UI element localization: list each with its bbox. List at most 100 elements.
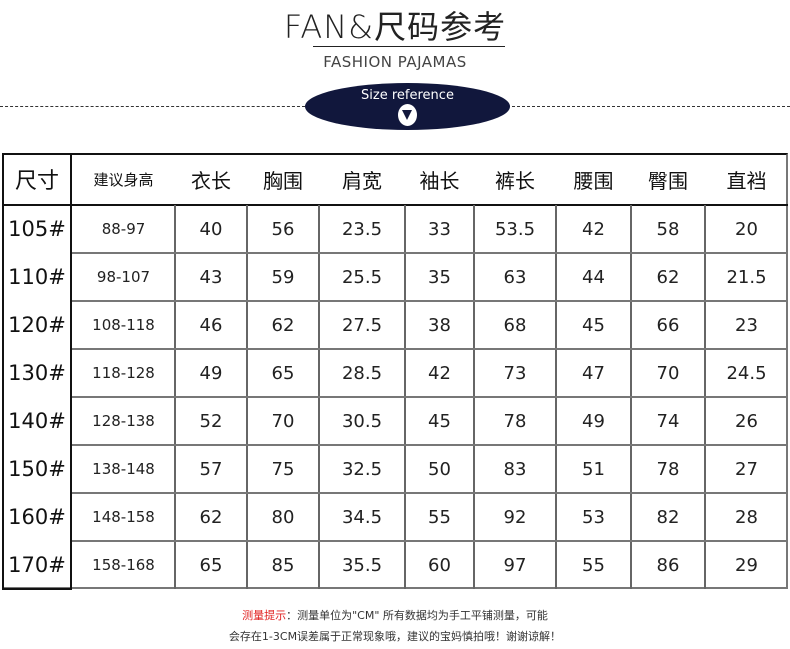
table-cell: 80 — [271, 506, 295, 528]
table-cell: 63 — [503, 266, 527, 288]
measurement-note-line2: 会存在1-3CM误差属于正常现象哦，建议的宝妈慎拍哦！谢谢谅解！ — [228, 630, 562, 643]
table-cell: 43 — [199, 266, 223, 288]
column-header: 衣长 — [191, 168, 231, 193]
size-label: 160# — [8, 505, 66, 529]
table-cell: 158-168 — [92, 556, 155, 574]
table-cell: 53 — [582, 506, 605, 528]
table-cell: 98-107 — [96, 268, 151, 286]
size-label: 140# — [8, 409, 66, 433]
table-cell: 65 — [199, 554, 223, 576]
table-cell: 70 — [271, 410, 295, 432]
table-cell: 86 — [656, 554, 680, 576]
row-divider — [72, 300, 788, 302]
column-header: 袖长 — [419, 168, 460, 193]
table-cell: 55 — [582, 554, 605, 576]
table-cell: 128-138 — [92, 412, 155, 430]
table-cell: 20 — [735, 218, 758, 240]
column-header: 尺寸 — [14, 169, 59, 194]
table-cell: 59 — [271, 266, 295, 288]
table-cell: 24.5 — [726, 362, 767, 384]
table-cell: 34.5 — [341, 506, 383, 528]
table-cell: 21.5 — [726, 266, 767, 288]
row-divider — [72, 540, 788, 542]
size-label: 110# — [8, 265, 66, 289]
size-label: 120# — [8, 313, 66, 337]
table-cell: 118-128 — [92, 364, 155, 382]
table-cell: 38 — [428, 314, 451, 336]
note-label: 测量提示 — [242, 609, 287, 622]
badge-label: Size reference — [361, 88, 454, 103]
table-cell: 88-97 — [101, 220, 146, 238]
table-cell: 52 — [199, 410, 223, 432]
table-cell: 23 — [735, 314, 758, 336]
size-column-box — [2, 153, 72, 590]
table-cell: 47 — [582, 362, 605, 384]
table-cell: 49 — [582, 410, 605, 432]
column-header: 建议身高 — [93, 170, 154, 189]
table-cell: 42 — [582, 218, 605, 240]
size-label: 150# — [8, 457, 66, 481]
table-cell: 70 — [656, 362, 680, 384]
table-cell: 45 — [582, 314, 605, 336]
table-cell: 78 — [656, 458, 680, 480]
table-cell: 42 — [428, 362, 451, 384]
table-cell: 28 — [735, 506, 758, 528]
table-cell: 35.5 — [341, 554, 383, 576]
note-text-1: ：测量单位为"CM" 所有数据均为手工平铺测量，可能 — [286, 609, 548, 622]
row-divider — [72, 492, 788, 494]
table-cell: 57 — [199, 458, 223, 480]
table-cell: 68 — [503, 314, 527, 336]
table-cell: 65 — [271, 362, 295, 384]
dashed-divider-left — [0, 106, 305, 107]
header-divider — [2, 204, 788, 206]
table-cell: 97 — [503, 554, 527, 576]
table-cell: 27.5 — [341, 314, 383, 336]
page-title: FAN&尺码参考 — [283, 8, 507, 46]
size-label: 170# — [8, 553, 66, 577]
table-cell: 30.5 — [341, 410, 383, 432]
table-cell: 62 — [199, 506, 223, 528]
table-cell: 138-148 — [92, 460, 155, 478]
table-cell: 92 — [503, 506, 527, 528]
table-cell: 46 — [199, 314, 223, 336]
table-cell: 74 — [656, 410, 680, 432]
table-cell: 40 — [199, 218, 223, 240]
table-cell: 62 — [271, 314, 295, 336]
size-label: 130# — [8, 361, 66, 385]
page-subtitle: FASHION PAJAMAS — [323, 53, 467, 71]
table-cell: 85 — [271, 554, 295, 576]
table-frame — [2, 153, 788, 589]
table-cell: 56 — [271, 218, 295, 240]
table-cell: 49 — [199, 362, 223, 384]
table-cell: 29 — [735, 554, 758, 576]
table-cell: 35 — [428, 266, 451, 288]
table-cell: 33 — [428, 218, 451, 240]
table-cell: 78 — [503, 410, 527, 432]
table-cell: 73 — [503, 362, 527, 384]
table-cell: 27 — [735, 458, 758, 480]
table-cell: 83 — [503, 458, 527, 480]
table-cell: 44 — [582, 266, 605, 288]
row-divider — [72, 348, 788, 350]
table-cell: 62 — [656, 266, 680, 288]
table-cell: 75 — [271, 458, 295, 480]
table-cell: 26 — [735, 410, 758, 432]
column-header: 腰围 — [573, 168, 614, 193]
row-divider — [72, 444, 788, 446]
row-divider — [72, 396, 788, 398]
table-cell: 55 — [428, 506, 451, 528]
table-cell: 51 — [582, 458, 605, 480]
table-cell: 53.5 — [494, 218, 536, 240]
table-cell: 82 — [656, 506, 680, 528]
table-cell: 66 — [656, 314, 680, 336]
column-header: 臀围 — [648, 168, 688, 193]
size-label: 105# — [8, 217, 66, 241]
measurement-note-line1: 测量提示：测量单位为"CM" 所有数据均为手工平铺测量，可能 — [0, 607, 790, 623]
table-cell: 148-158 — [92, 508, 155, 526]
table-cell: 28.5 — [341, 362, 383, 384]
table-cell: 45 — [428, 410, 451, 432]
dashed-divider-right — [512, 106, 790, 107]
column-header: 直裆 — [726, 168, 767, 193]
table-cell: 58 — [656, 218, 680, 240]
size-reference-badge: Size reference — [305, 83, 510, 130]
